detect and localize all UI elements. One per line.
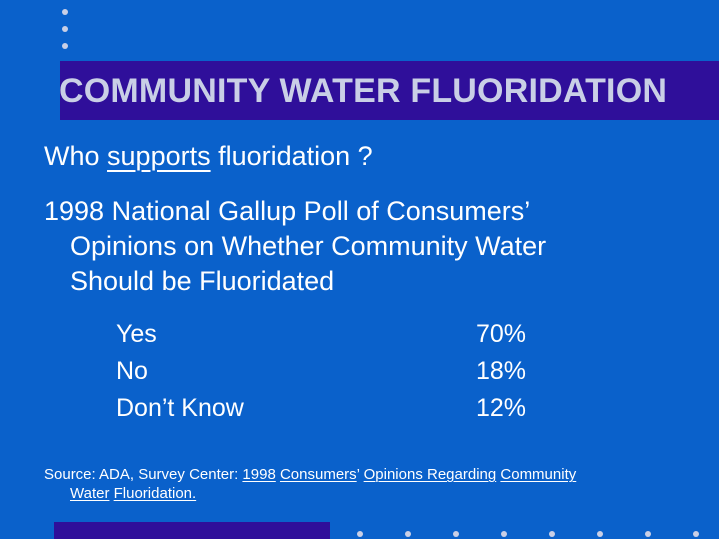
source-opinions: Opinions Regarding bbox=[363, 466, 497, 483]
source-year: 1998 bbox=[242, 466, 276, 483]
result-value: 70% bbox=[476, 320, 527, 348]
decor-dot bbox=[62, 43, 68, 49]
question-suffix: fluoridation ? bbox=[210, 141, 373, 171]
decor-dot bbox=[62, 9, 68, 15]
decor-dot bbox=[357, 531, 363, 537]
source-citation: Source: ADA, Survey Center: 1998 Consume… bbox=[44, 465, 704, 503]
question-line: Who supports fluoridation ? bbox=[44, 141, 373, 172]
decor-dot bbox=[549, 531, 555, 537]
source-fluoridation: Fluoridation. bbox=[113, 485, 197, 502]
result-label: No bbox=[116, 357, 148, 385]
source-community: Community bbox=[500, 466, 577, 483]
decor-dot bbox=[693, 531, 699, 537]
result-value: 18% bbox=[476, 357, 527, 385]
source-water: Water bbox=[70, 485, 110, 502]
decor-dot bbox=[62, 26, 68, 32]
question-prefix: Who bbox=[44, 141, 108, 171]
title-bar bbox=[60, 61, 719, 120]
result-value: 12% bbox=[476, 394, 527, 422]
result-label: Yes bbox=[116, 320, 157, 348]
source-consumers: Consumers bbox=[279, 466, 357, 483]
decor-dot bbox=[645, 531, 651, 537]
decor-dot bbox=[597, 531, 603, 537]
source-line-2: Water Fluoridation. bbox=[44, 484, 704, 503]
source-line-1: Source: ADA, Survey Center: 1998 Consume… bbox=[44, 465, 704, 484]
source-prefix: Source: ADA, Survey Center: bbox=[44, 466, 243, 483]
decor-dot bbox=[501, 531, 507, 537]
slide-title: COMMUNITY WATER FLUORIDATION bbox=[59, 72, 668, 110]
result-label: Don’t Know bbox=[116, 394, 244, 422]
poll-heading-line-3: Should be Fluoridated bbox=[70, 266, 335, 296]
bottom-bar bbox=[54, 522, 330, 539]
poll-heading-line-1: 1998 National Gallup Poll of Consumers’ bbox=[44, 196, 531, 226]
poll-heading: 1998 National Gallup Poll of Consumers’ … bbox=[44, 194, 704, 299]
decor-dot bbox=[405, 531, 411, 537]
question-emphasis: supports bbox=[107, 141, 211, 171]
source-apostrophe: ’ bbox=[356, 466, 364, 483]
poll-heading-line-2: Opinions on Whether Community Water bbox=[70, 231, 547, 261]
decor-dot bbox=[453, 531, 459, 537]
